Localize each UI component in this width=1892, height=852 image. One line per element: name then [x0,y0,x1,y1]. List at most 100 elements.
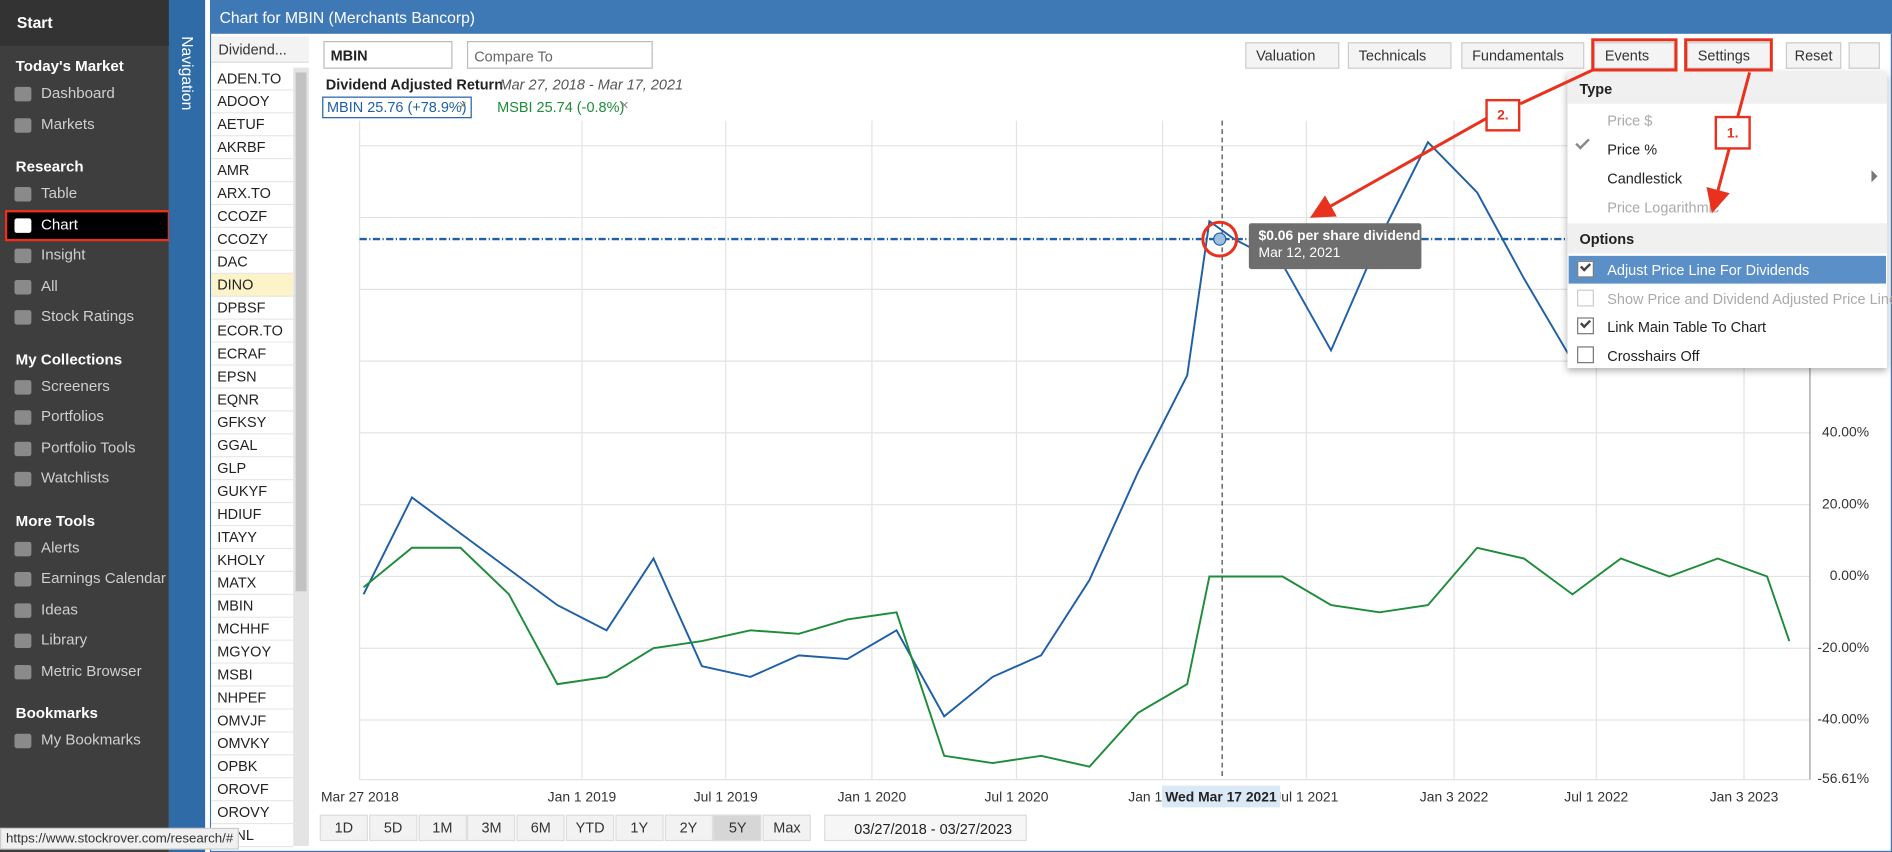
menu-item[interactable]: Watchlists [41,469,110,487]
menu-item[interactable]: Table [41,184,78,202]
menu-item[interactable]: All [41,276,58,294]
ticker-row[interactable]: ITAYY [211,526,294,550]
legend-close: × [458,96,467,114]
compare-input[interactable]: Compare To [466,41,653,69]
menu-item[interactable]: My Bookmarks [41,731,141,749]
nav-label[interactable]: Navigation [178,36,197,111]
ticker-row[interactable]: ECRAF [211,342,294,366]
toolbar-button[interactable]: Technicals [1347,42,1452,69]
ticker-row[interactable]: AMR [211,159,294,183]
ticker-row[interactable]: OROVY [211,801,294,825]
range-button[interactable]: 1D [319,814,369,842]
ticker-row[interactable]: HDIUF [211,503,294,527]
ticker-row[interactable]: ARX.TO [211,182,294,206]
menu-icon [14,86,32,102]
menu-item[interactable]: Ideas [41,600,78,618]
menu-item[interactable]: Link Main Table To Chart [1607,318,1767,336]
menu-item[interactable]: Adjust Price Line For Dividends [1607,261,1810,279]
ticker-header[interactable]: Dividend... [211,36,309,63]
x-tick-label: Mar 27 2018 [321,788,399,804]
menu-icon [14,310,32,325]
series-line [362,140,1791,718]
menu-item[interactable]: Earnings Calendar [41,569,166,587]
checkbox [1577,317,1594,335]
ticker-row[interactable]: DAC [211,251,294,274]
toolbar-button[interactable]: Valuation [1245,42,1340,69]
menu-item[interactable]: Stock Ratings [41,307,135,325]
menu-header: Type [1567,72,1888,104]
ticker-row[interactable]: ADOOY [211,90,294,114]
menu-item[interactable]: Portfolios [41,407,104,425]
ticker-row[interactable]: GGAL [211,434,294,458]
toolbar-button[interactable]: Events [1593,42,1675,69]
ticker-row[interactable]: CCOZY [211,228,294,252]
x-tick-label: Jul 1 2020 [984,788,1048,804]
menu-item[interactable]: Screeners [41,377,110,395]
section-title: My Collections [15,350,123,368]
ticker-row[interactable]: CCOZF [211,205,294,229]
ticker-row[interactable]: ECOR.TO [211,319,294,343]
submenu-arrow [1871,170,1878,183]
ticker-row[interactable]: NHPEF [211,686,294,710]
menu-item[interactable]: Insight [41,246,86,264]
menu-item[interactable]: Markets [41,115,95,133]
menu-header: Options [1567,223,1888,254]
ticker-row[interactable]: OROVF [211,778,294,802]
ticker-row[interactable]: MATX [211,572,294,595]
reset-button[interactable]: Reset [1785,42,1842,69]
menu-icon [14,217,32,233]
y-tick-label: -56.61% [1817,770,1869,786]
range-button[interactable]: 2Y [664,814,713,842]
range-button[interactable]: 5Y [713,814,762,842]
menu-item[interactable]: Library [41,631,88,649]
ticker-row[interactable]: GFKSY [211,411,294,435]
menu-item[interactable]: Crosshairs Off [1607,347,1700,365]
range-button[interactable]: 6M [516,814,565,842]
ticker-row[interactable]: DINO [211,273,294,297]
checkbox [1577,346,1594,364]
ticker-row[interactable]: OMVJF [211,709,294,733]
window-title: Chart for MBIN (Merchants Bancorp) [219,8,476,27]
ticker-row[interactable]: AETUF [211,113,294,137]
menu-item[interactable]: Price % [1607,141,1658,159]
ticker-row[interactable]: OMVKY [211,732,294,756]
symbol-input[interactable]: MBIN [323,41,453,69]
checkbox [1577,260,1594,278]
ticker-row[interactable]: MBIN [211,594,294,618]
toolbar-button[interactable]: Settings [1686,42,1772,69]
toolbar-button[interactable]: Fundamentals [1461,42,1585,69]
camera-button[interactable] [1848,42,1880,69]
ticker-row[interactable]: GLP [211,457,294,481]
ticker-row[interactable]: AKRBF [211,136,294,160]
ticker-row[interactable]: GUKYF [211,480,294,504]
range-button[interactable]: 3M [467,814,516,842]
range-button[interactable]: 1Y [615,814,664,842]
ticker-row[interactable]: DPBSF [211,296,294,320]
menu-item: Price $ [1607,112,1653,130]
legend-item[interactable]: MSBI 25.74 (-0.8%) [497,98,625,116]
ticker-row[interactable]: MCHHF [211,617,294,641]
menu-item[interactable]: Portfolio Tools [41,438,136,456]
range-button[interactable]: 1M [418,814,467,842]
ticker-row[interactable]: MGYOY [211,640,294,664]
legend-item[interactable]: MBIN 25.76 (+78.9%) [322,96,472,119]
ticker-row[interactable]: MSBI [211,663,294,687]
range-button[interactable]: Max [762,814,812,842]
y-tick-label: 40.00% [1822,424,1869,440]
range-button[interactable]: 5D [368,814,418,842]
range-button[interactable]: YTD [565,814,615,842]
menu-item[interactable]: Chart [41,215,78,233]
date-range[interactable]: 03/27/2018 - 03/27/2023 [824,814,1027,842]
menu-item[interactable]: Dashboard [41,84,115,102]
ticker-row[interactable]: EQNR [211,388,294,412]
x-tick-label: Jul 1 2019 [694,788,758,804]
menu-item: Show Price and Dividend Adjusted Price L… [1607,290,1892,308]
ticker-row[interactable]: KHOLY [211,549,294,573]
ticker-row[interactable]: ADEN.TO [211,67,294,91]
menu-item[interactable]: Metric Browser [41,661,142,679]
ticker-row[interactable]: EPSN [211,365,294,389]
menu-item[interactable]: Candlestick [1607,170,1683,188]
start-label[interactable]: Start [16,13,53,32]
menu-item[interactable]: Alerts [41,538,80,556]
ticker-row[interactable]: OPBK [211,755,294,779]
